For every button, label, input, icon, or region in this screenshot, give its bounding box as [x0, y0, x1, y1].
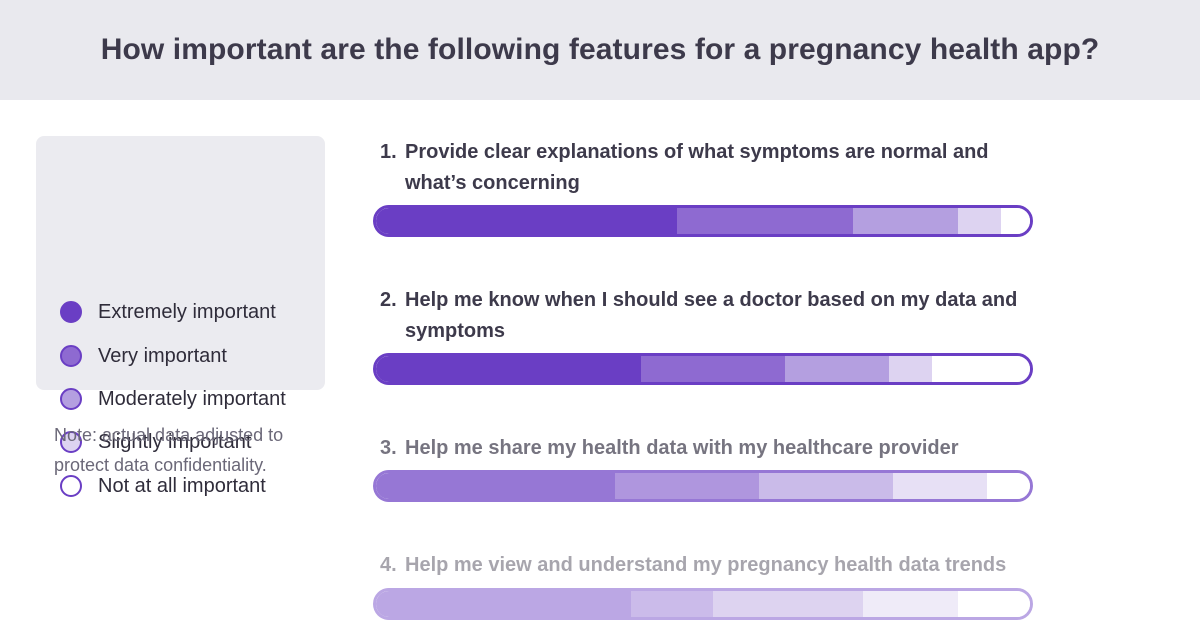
- legend-swatch-slightly-icon: [60, 431, 82, 453]
- legend-item-slightly: Slightly important: [60, 428, 251, 456]
- legend-item-extremely: Extremely important: [60, 298, 276, 326]
- question-1: 1. Provide clear explanations of what sy…: [380, 137, 1020, 199]
- legend-swatch-extremely-icon: [60, 301, 82, 323]
- question-4: 4. Help me view and understand my pregna…: [380, 550, 1020, 581]
- legend-swatch-not-at-all-icon: [60, 475, 82, 497]
- legend-swatch-very-icon: [60, 345, 82, 367]
- bar-4-segment-slightly: [863, 591, 959, 617]
- header-bar: How important are the following features…: [0, 0, 1200, 100]
- bar-4-segment-not-at-all: [958, 591, 1030, 617]
- bar-1-segment-very: [676, 208, 854, 234]
- question-4-label: Help me view and understand my pregnancy…: [405, 554, 1007, 576]
- bar-3-segment-moderately: [758, 473, 893, 499]
- legend-label-slightly: Slightly important: [98, 430, 252, 453]
- bar-4-segment-moderately: [712, 591, 864, 617]
- confidentiality-note: Note: actual data adjusted to protect da…: [54, 425, 284, 475]
- stacked-bar-2: [373, 353, 1033, 385]
- question-2: 2. Help me know when I should see a doct…: [380, 285, 1020, 347]
- legend-label-very: Very important: [98, 344, 227, 367]
- bar-4-segment-very: [631, 591, 713, 617]
- question-3-number: 3.: [380, 437, 397, 459]
- bar-3-segment-extremely: [376, 473, 615, 499]
- legend-item-not-at-all: Not at all important: [60, 472, 266, 500]
- bar-1-segment-moderately: [853, 208, 959, 234]
- bar-3-segment-slightly: [892, 473, 988, 499]
- bar-1-segment-slightly: [958, 208, 1001, 234]
- legend-label-moderately: Moderately important: [98, 387, 286, 410]
- question-1-number: 1.: [380, 141, 397, 163]
- legend-label-not-at-all: Not at all important: [98, 474, 266, 497]
- bar-2-segment-moderately: [784, 356, 890, 382]
- question-2-number: 2.: [380, 289, 397, 311]
- question-3-label: Help me share my health data with my hea…: [405, 437, 959, 459]
- question-1-label: Provide clear explanations of what sympt…: [405, 141, 989, 194]
- bar-2-segment-extremely: [376, 356, 641, 382]
- bar-1-segment-extremely: [376, 208, 677, 234]
- bar-2-segment-very: [640, 356, 785, 382]
- legend-swatch-moderately-icon: [60, 388, 82, 410]
- page-title: How important are the following features…: [100, 33, 1100, 66]
- stacked-bar-4: [373, 588, 1033, 620]
- bar-3-segment-very: [614, 473, 759, 499]
- bar-3-segment-not-at-all: [987, 473, 1030, 499]
- legend-item-very: Very important: [60, 342, 227, 370]
- legend-item-moderately: Moderately important: [60, 385, 286, 413]
- bar-2-segment-slightly: [889, 356, 932, 382]
- bar-2-segment-not-at-all: [931, 356, 1030, 382]
- legend-label-extremely: Extremely important: [98, 300, 276, 323]
- legend: Extremely important Very important Moder…: [36, 136, 325, 497]
- bar-1-segment-not-at-all: [1000, 208, 1030, 234]
- stacked-bar-1: [373, 205, 1033, 237]
- stacked-bar-3: [373, 470, 1033, 502]
- question-2-label: Help me know when I should see a doctor …: [405, 289, 1018, 342]
- bar-4-segment-extremely: [376, 591, 632, 617]
- question-3: 3. Help me share my health data with my …: [380, 433, 1020, 464]
- question-4-number: 4.: [380, 554, 397, 576]
